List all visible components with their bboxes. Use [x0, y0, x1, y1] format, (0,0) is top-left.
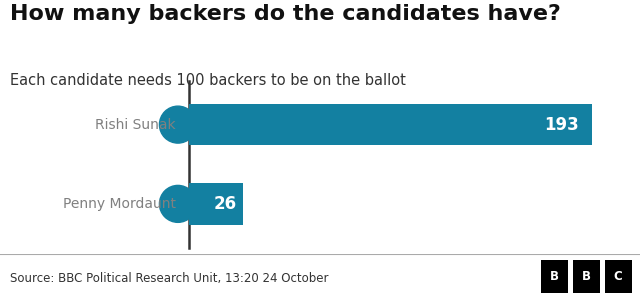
- Text: 26: 26: [214, 195, 237, 213]
- Text: Penny Mordaunt: Penny Mordaunt: [63, 197, 176, 211]
- Circle shape: [159, 106, 196, 143]
- Text: Rishi Sunak: Rishi Sunak: [95, 118, 176, 132]
- Text: C: C: [614, 270, 623, 283]
- Text: Each candidate needs 100 backers to be on the ballot: Each candidate needs 100 backers to be o…: [10, 73, 406, 88]
- Text: B: B: [550, 270, 559, 283]
- Bar: [189, 183, 243, 224]
- FancyBboxPatch shape: [573, 260, 600, 293]
- FancyBboxPatch shape: [541, 260, 568, 293]
- Text: B: B: [582, 270, 591, 283]
- Text: 193: 193: [545, 116, 579, 134]
- Text: How many backers do the candidates have?: How many backers do the candidates have?: [10, 4, 561, 25]
- Bar: [189, 104, 592, 145]
- Text: Source: BBC Political Research Unit, 13:20 24 October: Source: BBC Political Research Unit, 13:…: [10, 272, 329, 285]
- FancyBboxPatch shape: [605, 260, 632, 293]
- Circle shape: [159, 185, 196, 222]
